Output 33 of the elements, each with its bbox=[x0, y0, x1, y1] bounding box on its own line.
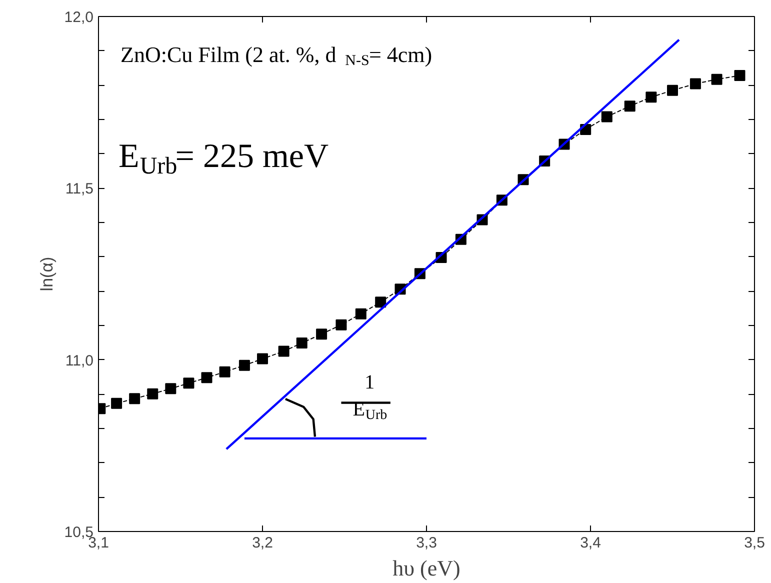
x-tick-label: 3,4 bbox=[580, 534, 601, 552]
point bbox=[278, 346, 290, 357]
point bbox=[238, 360, 250, 371]
point bbox=[129, 393, 140, 404]
point bbox=[355, 308, 366, 320]
point bbox=[316, 328, 328, 340]
point bbox=[257, 353, 268, 364]
point bbox=[667, 84, 678, 96]
point bbox=[734, 70, 746, 82]
annotation: 1 bbox=[364, 372, 375, 394]
y-tick-label: 11,0 bbox=[65, 352, 94, 370]
x-tick-label: 3,3 bbox=[416, 534, 437, 552]
x-tick-label: 3,2 bbox=[252, 534, 273, 552]
point bbox=[336, 319, 347, 330]
point bbox=[375, 296, 386, 308]
point bbox=[624, 100, 636, 112]
y-axis-title: ln(α) bbox=[37, 256, 56, 292]
point bbox=[711, 74, 722, 85]
point bbox=[690, 78, 701, 90]
point bbox=[111, 398, 122, 409]
point bbox=[646, 92, 657, 103]
point bbox=[201, 372, 212, 384]
y-tick-label: 12,0 bbox=[64, 9, 94, 26]
y-tick-label: 11,5 bbox=[65, 180, 94, 198]
line-series bbox=[284, 398, 316, 438]
x-axis-title: hυ (eV) bbox=[392, 556, 460, 580]
point bbox=[601, 111, 612, 122]
point bbox=[165, 383, 176, 394]
point bbox=[147, 388, 158, 400]
point bbox=[219, 366, 230, 378]
point bbox=[183, 378, 194, 389]
point bbox=[296, 338, 308, 349]
x-tick-label: 3,5 bbox=[744, 534, 765, 552]
